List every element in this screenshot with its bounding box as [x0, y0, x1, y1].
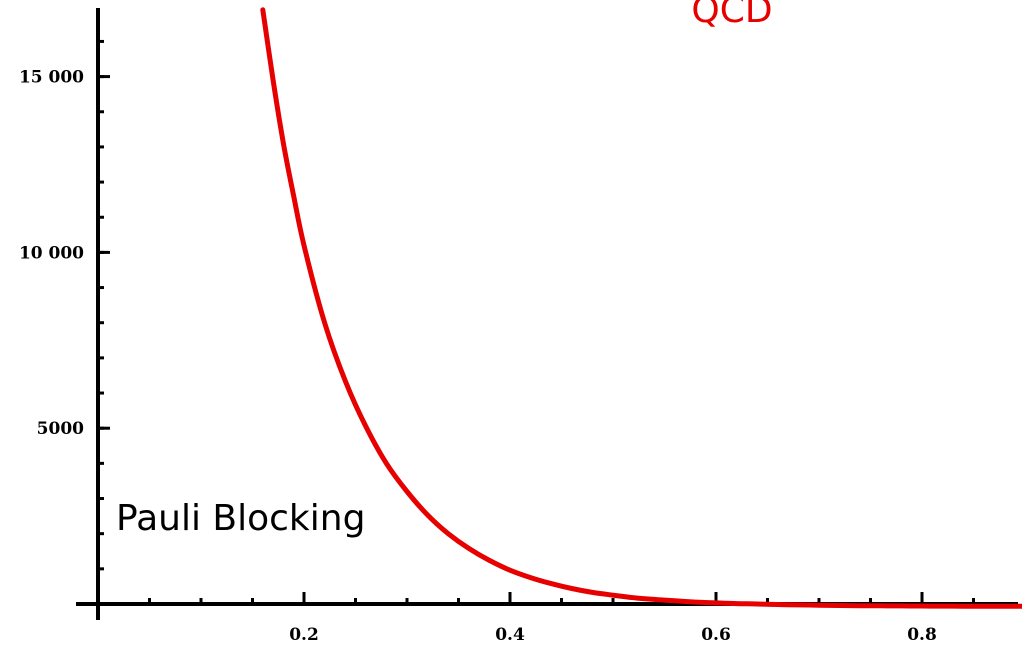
series-group [263, 10, 1022, 607]
tick-labels: 0.2 0.4 0.6 0.8 5000 10 000 15 000 [19, 68, 937, 645]
x-tick-label: 0.2 [289, 625, 319, 645]
x-tick-label: 0.6 [701, 625, 731, 645]
series-line [263, 10, 1022, 607]
x-tick-label: 0.8 [907, 625, 937, 645]
y-tick-label: 15 000 [19, 68, 84, 88]
y-tick-label: 10 000 [19, 243, 84, 263]
annotation-qcd: QCD [691, 0, 772, 31]
annotations: Pauli Blocking QCD [116, 0, 773, 539]
annotation-pauli-blocking: Pauli Blocking [116, 498, 365, 539]
x-tick-label: 0.4 [495, 625, 525, 645]
y-tick-label: 5000 [37, 419, 84, 439]
